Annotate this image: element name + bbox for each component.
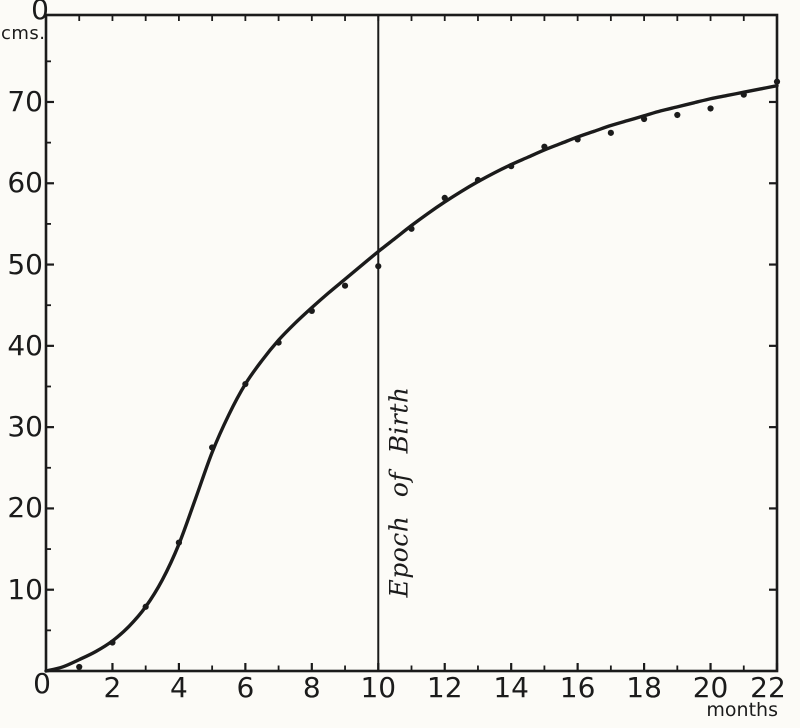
growth-curve — [44, 84, 779, 673]
data-point — [275, 339, 282, 346]
data-point — [242, 380, 249, 388]
data-point — [209, 444, 216, 451]
y-axis-top-label: 0 — [31, 0, 49, 26]
x-tick-label: 20 — [692, 671, 729, 704]
x-tick-label: 14 — [493, 671, 529, 704]
data-point — [541, 143, 548, 150]
data-point — [640, 115, 648, 123]
y-axis-unit-label: cms. — [1, 23, 46, 44]
x-tick-label: 10 — [360, 671, 397, 704]
epoch-of-birth-label: Epoch of Birth — [384, 386, 414, 598]
x-tick-label: 8 — [302, 671, 321, 704]
data-point — [76, 663, 83, 671]
data-points — [76, 78, 781, 671]
x-tick-label: 22 — [750, 671, 786, 704]
data-point — [508, 163, 515, 170]
x-tick-label: 6 — [236, 671, 255, 704]
y-tick-label: 50 — [7, 247, 43, 281]
data-point — [408, 225, 415, 232]
data-point — [607, 129, 614, 136]
data-point — [740, 91, 747, 98]
data-point — [109, 639, 116, 646]
y-tick-label: 20 — [7, 491, 43, 525]
data-point — [142, 603, 149, 610]
y-tick-label: 60 — [7, 166, 43, 200]
x-tick-label: 12 — [426, 671, 463, 704]
data-point — [175, 539, 183, 546]
origin-tick-label: 0 — [33, 667, 51, 700]
data-point — [574, 136, 581, 143]
y-tick-label: 30 — [7, 410, 43, 444]
data-point — [474, 176, 482, 184]
axis-ticks — [46, 15, 779, 671]
y-tick-label: 70 — [7, 84, 43, 118]
data-point — [707, 105, 714, 112]
data-point — [773, 78, 781, 85]
data-point — [674, 111, 681, 119]
x-tick-label: 4 — [169, 671, 188, 704]
data-point — [341, 282, 349, 289]
x-tick-label: 16 — [559, 671, 596, 704]
data-point — [441, 194, 448, 201]
y-tick-label: 10 — [7, 572, 43, 606]
data-point — [308, 307, 315, 314]
x-tick-label: 2 — [103, 671, 122, 704]
data-point — [375, 263, 382, 270]
y-tick-label: 40 — [7, 328, 43, 362]
x-tick-label: 18 — [626, 671, 662, 704]
x-axis-unit-label: months — [706, 699, 778, 721]
